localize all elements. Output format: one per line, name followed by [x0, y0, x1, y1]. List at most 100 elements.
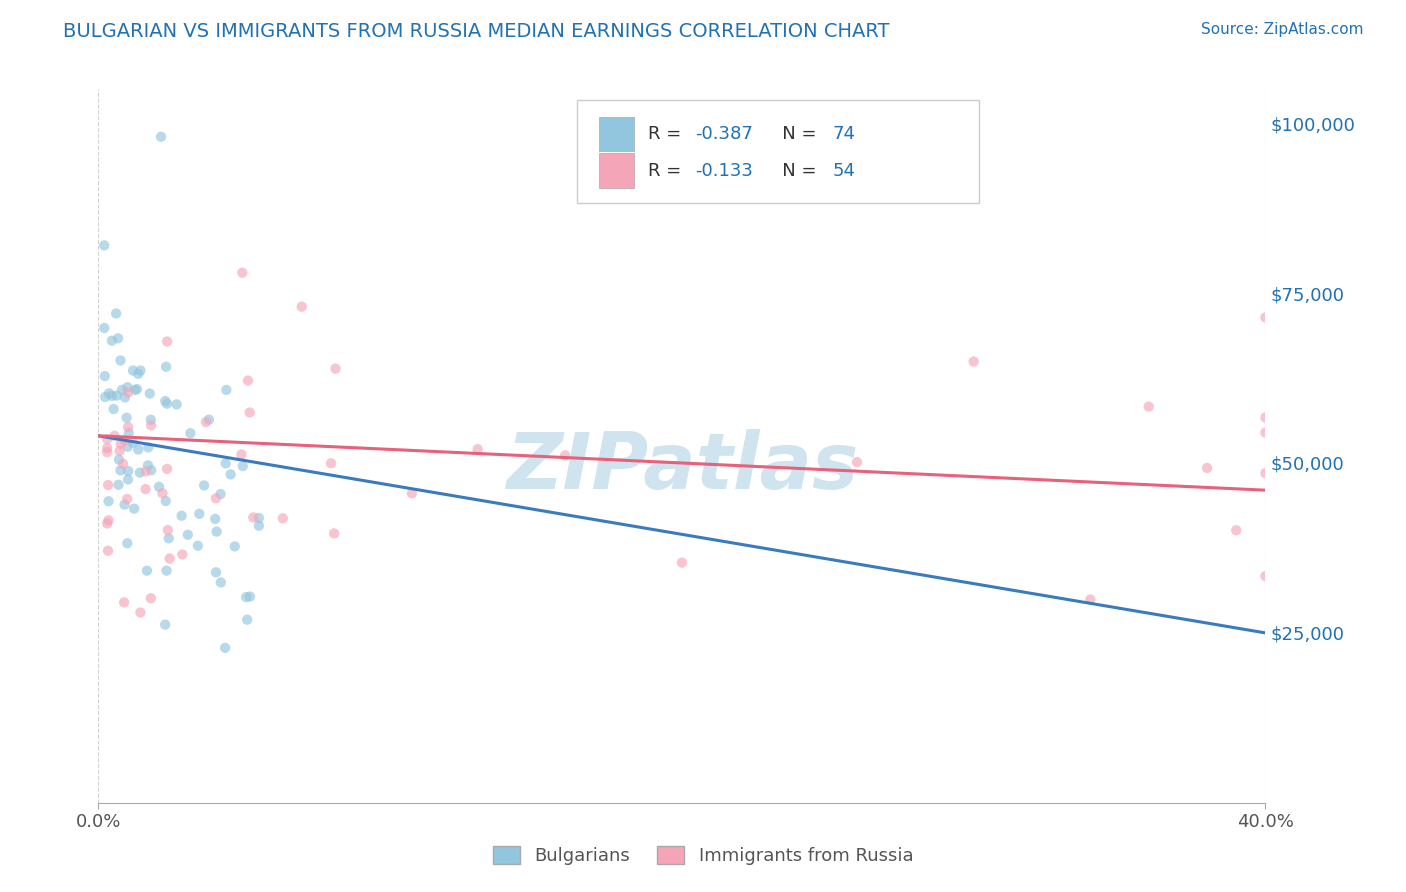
Point	[122, 501, 145, 516]
Text: R =: R =	[648, 125, 688, 143]
Point	[139, 413, 162, 427]
Point	[127, 367, 149, 381]
Point	[152, 486, 174, 500]
Point	[231, 448, 253, 462]
Point	[135, 465, 157, 479]
Text: 54: 54	[832, 161, 855, 179]
Point	[671, 556, 693, 570]
Point	[156, 523, 179, 537]
Point	[219, 467, 242, 482]
Point	[156, 334, 179, 349]
Point	[187, 539, 209, 553]
Point	[136, 564, 159, 578]
Point	[129, 363, 152, 377]
Point	[159, 551, 181, 566]
Point	[112, 595, 135, 609]
Point	[101, 389, 124, 403]
Point	[156, 397, 179, 411]
Point	[97, 513, 120, 527]
Point	[205, 524, 228, 539]
Point	[155, 359, 177, 374]
Point	[1254, 410, 1277, 425]
Point	[139, 591, 162, 606]
Point	[96, 432, 118, 446]
Text: R =: R =	[648, 161, 688, 179]
Point	[117, 420, 139, 434]
Point	[117, 385, 139, 400]
Point	[554, 448, 576, 462]
Point	[97, 494, 120, 508]
Point	[232, 459, 254, 474]
Point	[114, 498, 136, 512]
Point	[247, 511, 270, 525]
Text: N =: N =	[765, 125, 823, 143]
Point	[93, 238, 115, 252]
Point	[205, 491, 228, 506]
Point	[94, 390, 117, 404]
Point	[125, 382, 148, 396]
Text: 74: 74	[832, 125, 855, 143]
Point	[105, 306, 128, 320]
Text: -0.133: -0.133	[695, 161, 752, 179]
Point	[155, 494, 177, 508]
Point	[101, 334, 124, 348]
Point	[291, 300, 314, 314]
Point	[98, 386, 121, 401]
Point	[128, 466, 150, 480]
Point	[105, 388, 128, 402]
Point	[179, 426, 201, 441]
Point	[1254, 466, 1277, 480]
Point	[224, 540, 246, 554]
Point	[236, 374, 259, 388]
Point	[204, 512, 226, 526]
Point	[1195, 461, 1218, 475]
Point	[209, 575, 232, 590]
Point	[103, 402, 125, 417]
Point	[124, 383, 146, 397]
Point	[962, 354, 984, 368]
Point	[1137, 400, 1160, 414]
Point	[1254, 310, 1277, 325]
Point	[107, 331, 129, 345]
Point	[236, 613, 259, 627]
Point	[239, 590, 262, 604]
Point	[1254, 569, 1277, 583]
Point	[115, 491, 138, 506]
Point	[150, 129, 173, 144]
Point	[235, 590, 257, 604]
Point	[108, 444, 131, 458]
Point	[129, 606, 152, 620]
Point	[323, 526, 346, 541]
Point	[117, 473, 139, 487]
Point	[170, 508, 193, 523]
Point	[117, 464, 139, 478]
Point	[205, 566, 228, 580]
Point	[846, 455, 869, 469]
Point	[193, 478, 215, 492]
Point	[166, 397, 188, 411]
Legend: Bulgarians, Immigrants from Russia: Bulgarians, Immigrants from Russia	[484, 837, 922, 874]
Point	[114, 391, 136, 405]
Point	[198, 412, 221, 426]
Text: BULGARIAN VS IMMIGRANTS FROM RUSSIA MEDIAN EARNINGS CORRELATION CHART: BULGARIAN VS IMMIGRANTS FROM RUSSIA MEDI…	[63, 22, 890, 41]
Bar	[599, 153, 634, 187]
Point	[231, 266, 253, 280]
Point	[103, 429, 125, 443]
Point	[401, 486, 423, 500]
Point	[319, 456, 342, 470]
Point	[97, 478, 120, 492]
Point	[153, 617, 176, 632]
Point	[111, 383, 134, 397]
Point	[156, 462, 179, 476]
Point	[242, 510, 264, 524]
Point	[110, 463, 132, 477]
Point	[139, 386, 162, 401]
Point	[177, 527, 200, 541]
Point	[215, 383, 238, 397]
Point	[155, 394, 177, 409]
Point	[117, 440, 139, 454]
Point	[325, 361, 347, 376]
Point	[122, 363, 145, 377]
Point	[127, 442, 149, 457]
Point	[467, 442, 489, 457]
